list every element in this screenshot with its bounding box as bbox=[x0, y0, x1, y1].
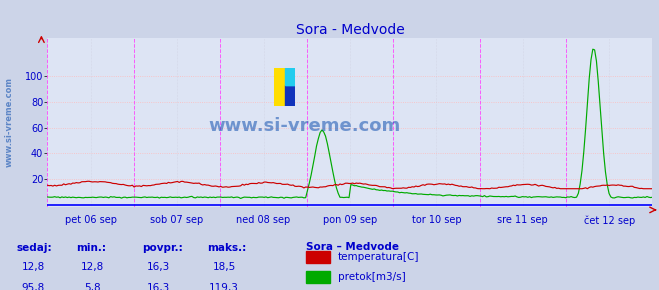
Text: 119,3: 119,3 bbox=[209, 283, 239, 290]
Text: min.:: min.: bbox=[76, 243, 106, 253]
Text: pretok[m3/s]: pretok[m3/s] bbox=[338, 272, 406, 282]
Text: sob 07 sep: sob 07 sep bbox=[150, 215, 204, 225]
Text: www.si-vreme.com: www.si-vreme.com bbox=[5, 77, 14, 167]
Bar bbox=[306, 271, 330, 283]
Text: povpr.:: povpr.: bbox=[142, 243, 183, 253]
Bar bbox=[306, 251, 330, 263]
Text: 12,8: 12,8 bbox=[80, 262, 104, 272]
Text: čet 12 sep: čet 12 sep bbox=[584, 215, 635, 226]
Text: tor 10 sep: tor 10 sep bbox=[411, 215, 461, 225]
Bar bbox=[285, 68, 295, 85]
Title: Sora - Medvode: Sora - Medvode bbox=[295, 23, 405, 37]
Text: 5,8: 5,8 bbox=[84, 283, 101, 290]
Text: 18,5: 18,5 bbox=[212, 262, 236, 272]
Text: pon 09 sep: pon 09 sep bbox=[323, 215, 377, 225]
Bar bbox=[274, 68, 285, 106]
Text: sedaj:: sedaj: bbox=[16, 243, 52, 253]
Text: 95,8: 95,8 bbox=[21, 283, 45, 290]
Bar bbox=[285, 85, 295, 106]
Text: maks.:: maks.: bbox=[208, 243, 247, 253]
Text: 12,8: 12,8 bbox=[21, 262, 45, 272]
Text: sre 11 sep: sre 11 sep bbox=[498, 215, 548, 225]
Text: 16,3: 16,3 bbox=[146, 262, 170, 272]
Text: pet 06 sep: pet 06 sep bbox=[65, 215, 117, 225]
Text: www.si-vreme.com: www.si-vreme.com bbox=[208, 117, 401, 135]
Text: temperatura[C]: temperatura[C] bbox=[338, 253, 420, 262]
Text: ned 08 sep: ned 08 sep bbox=[237, 215, 291, 225]
Text: Sora – Medvode: Sora – Medvode bbox=[306, 242, 399, 251]
Text: 16,3: 16,3 bbox=[146, 283, 170, 290]
